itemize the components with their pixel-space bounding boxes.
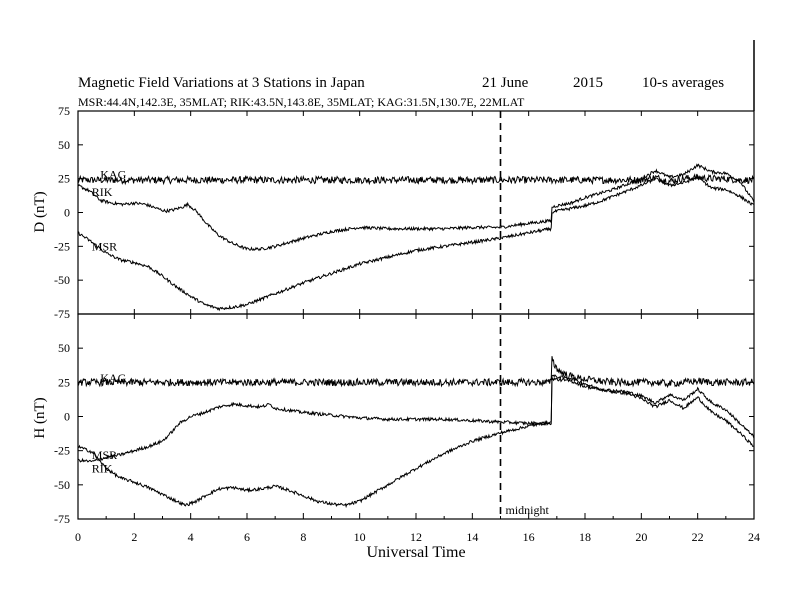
series-label-msr-h: MSR — [92, 448, 117, 462]
y-tick-label: -50 — [54, 273, 70, 287]
x-tick-label: 8 — [300, 530, 306, 544]
series-line-msr-d — [77, 174, 755, 312]
series-label-kag-d: KAG — [100, 168, 126, 182]
y-tick-label: -75 — [54, 512, 70, 526]
panel-d-ylabel: D (nT) — [32, 191, 48, 232]
y-tick-label: 0 — [64, 410, 70, 424]
series-line-msr-h — [77, 374, 755, 463]
x-tick-label: 24 — [748, 530, 760, 544]
chart-title: Magnetic Field Variations at 3 Stations … — [78, 75, 365, 91]
y-tick-label: -25 — [54, 239, 70, 253]
x-tick-label: 2 — [131, 530, 137, 544]
panel-h-ylabel: H (nT) — [32, 397, 48, 438]
x-tick-label: 0 — [75, 530, 81, 544]
y-tick-label: 25 — [58, 375, 70, 389]
x-tick-label: 4 — [188, 530, 194, 544]
x-tick-label: 18 — [579, 530, 591, 544]
chart-subtitle: MSR:44.4N,142.3E, 35MLAT; RIK:43.5N,143.… — [78, 95, 525, 109]
y-tick-label: -50 — [54, 478, 70, 492]
x-tick-label: 10 — [354, 530, 366, 544]
y-tick-label: -25 — [54, 444, 70, 458]
y-tick-label: 50 — [58, 341, 70, 355]
midnight-label: midnight — [506, 503, 550, 517]
series-label-kag-h: KAG — [100, 371, 126, 385]
x-axis-label: Universal Time — [366, 544, 465, 561]
series-label-msr-d: MSR — [92, 239, 117, 253]
series-line-rik-h — [77, 376, 755, 509]
series-line-rik-d — [77, 163, 755, 252]
y-tick-label: 25 — [58, 172, 70, 186]
series-label-rik-h: RIK — [92, 461, 113, 475]
x-axis: 0 2 4 6 8 10 12 14 16 18 20 22 24 — [75, 111, 760, 544]
y-tick-label: 50 — [58, 138, 70, 152]
y-tick-label: -75 — [54, 307, 70, 321]
x-tick-label: 6 — [244, 530, 250, 544]
x-tick-label: 16 — [523, 530, 535, 544]
x-tick-label: 12 — [410, 530, 422, 544]
chart-year: 2015 — [573, 75, 603, 91]
panel-d-y-axis: -75 -50 -25 0 25 50 75 — [54, 104, 754, 321]
series-line-kag-h — [77, 356, 755, 389]
x-tick-label: 20 — [635, 530, 647, 544]
series-label-rik-d: RIK — [92, 185, 113, 199]
x-tick-label: 22 — [692, 530, 704, 544]
panel-h-y-axis: -75 -50 -25 0 25 50 — [54, 341, 754, 526]
panel-h-frame — [77, 313, 755, 520]
y-tick-label: 75 — [58, 104, 70, 118]
series-line-kag-d — [77, 173, 755, 186]
y-tick-label: 0 — [64, 206, 70, 220]
x-tick-label: 14 — [466, 530, 478, 544]
panel-d-frame — [77, 110, 755, 315]
chart-date: 21 June — [482, 75, 529, 91]
panel-d-series: KAG RIK MSR — [77, 163, 755, 312]
chart-averaging: 10-s averages — [642, 75, 724, 91]
